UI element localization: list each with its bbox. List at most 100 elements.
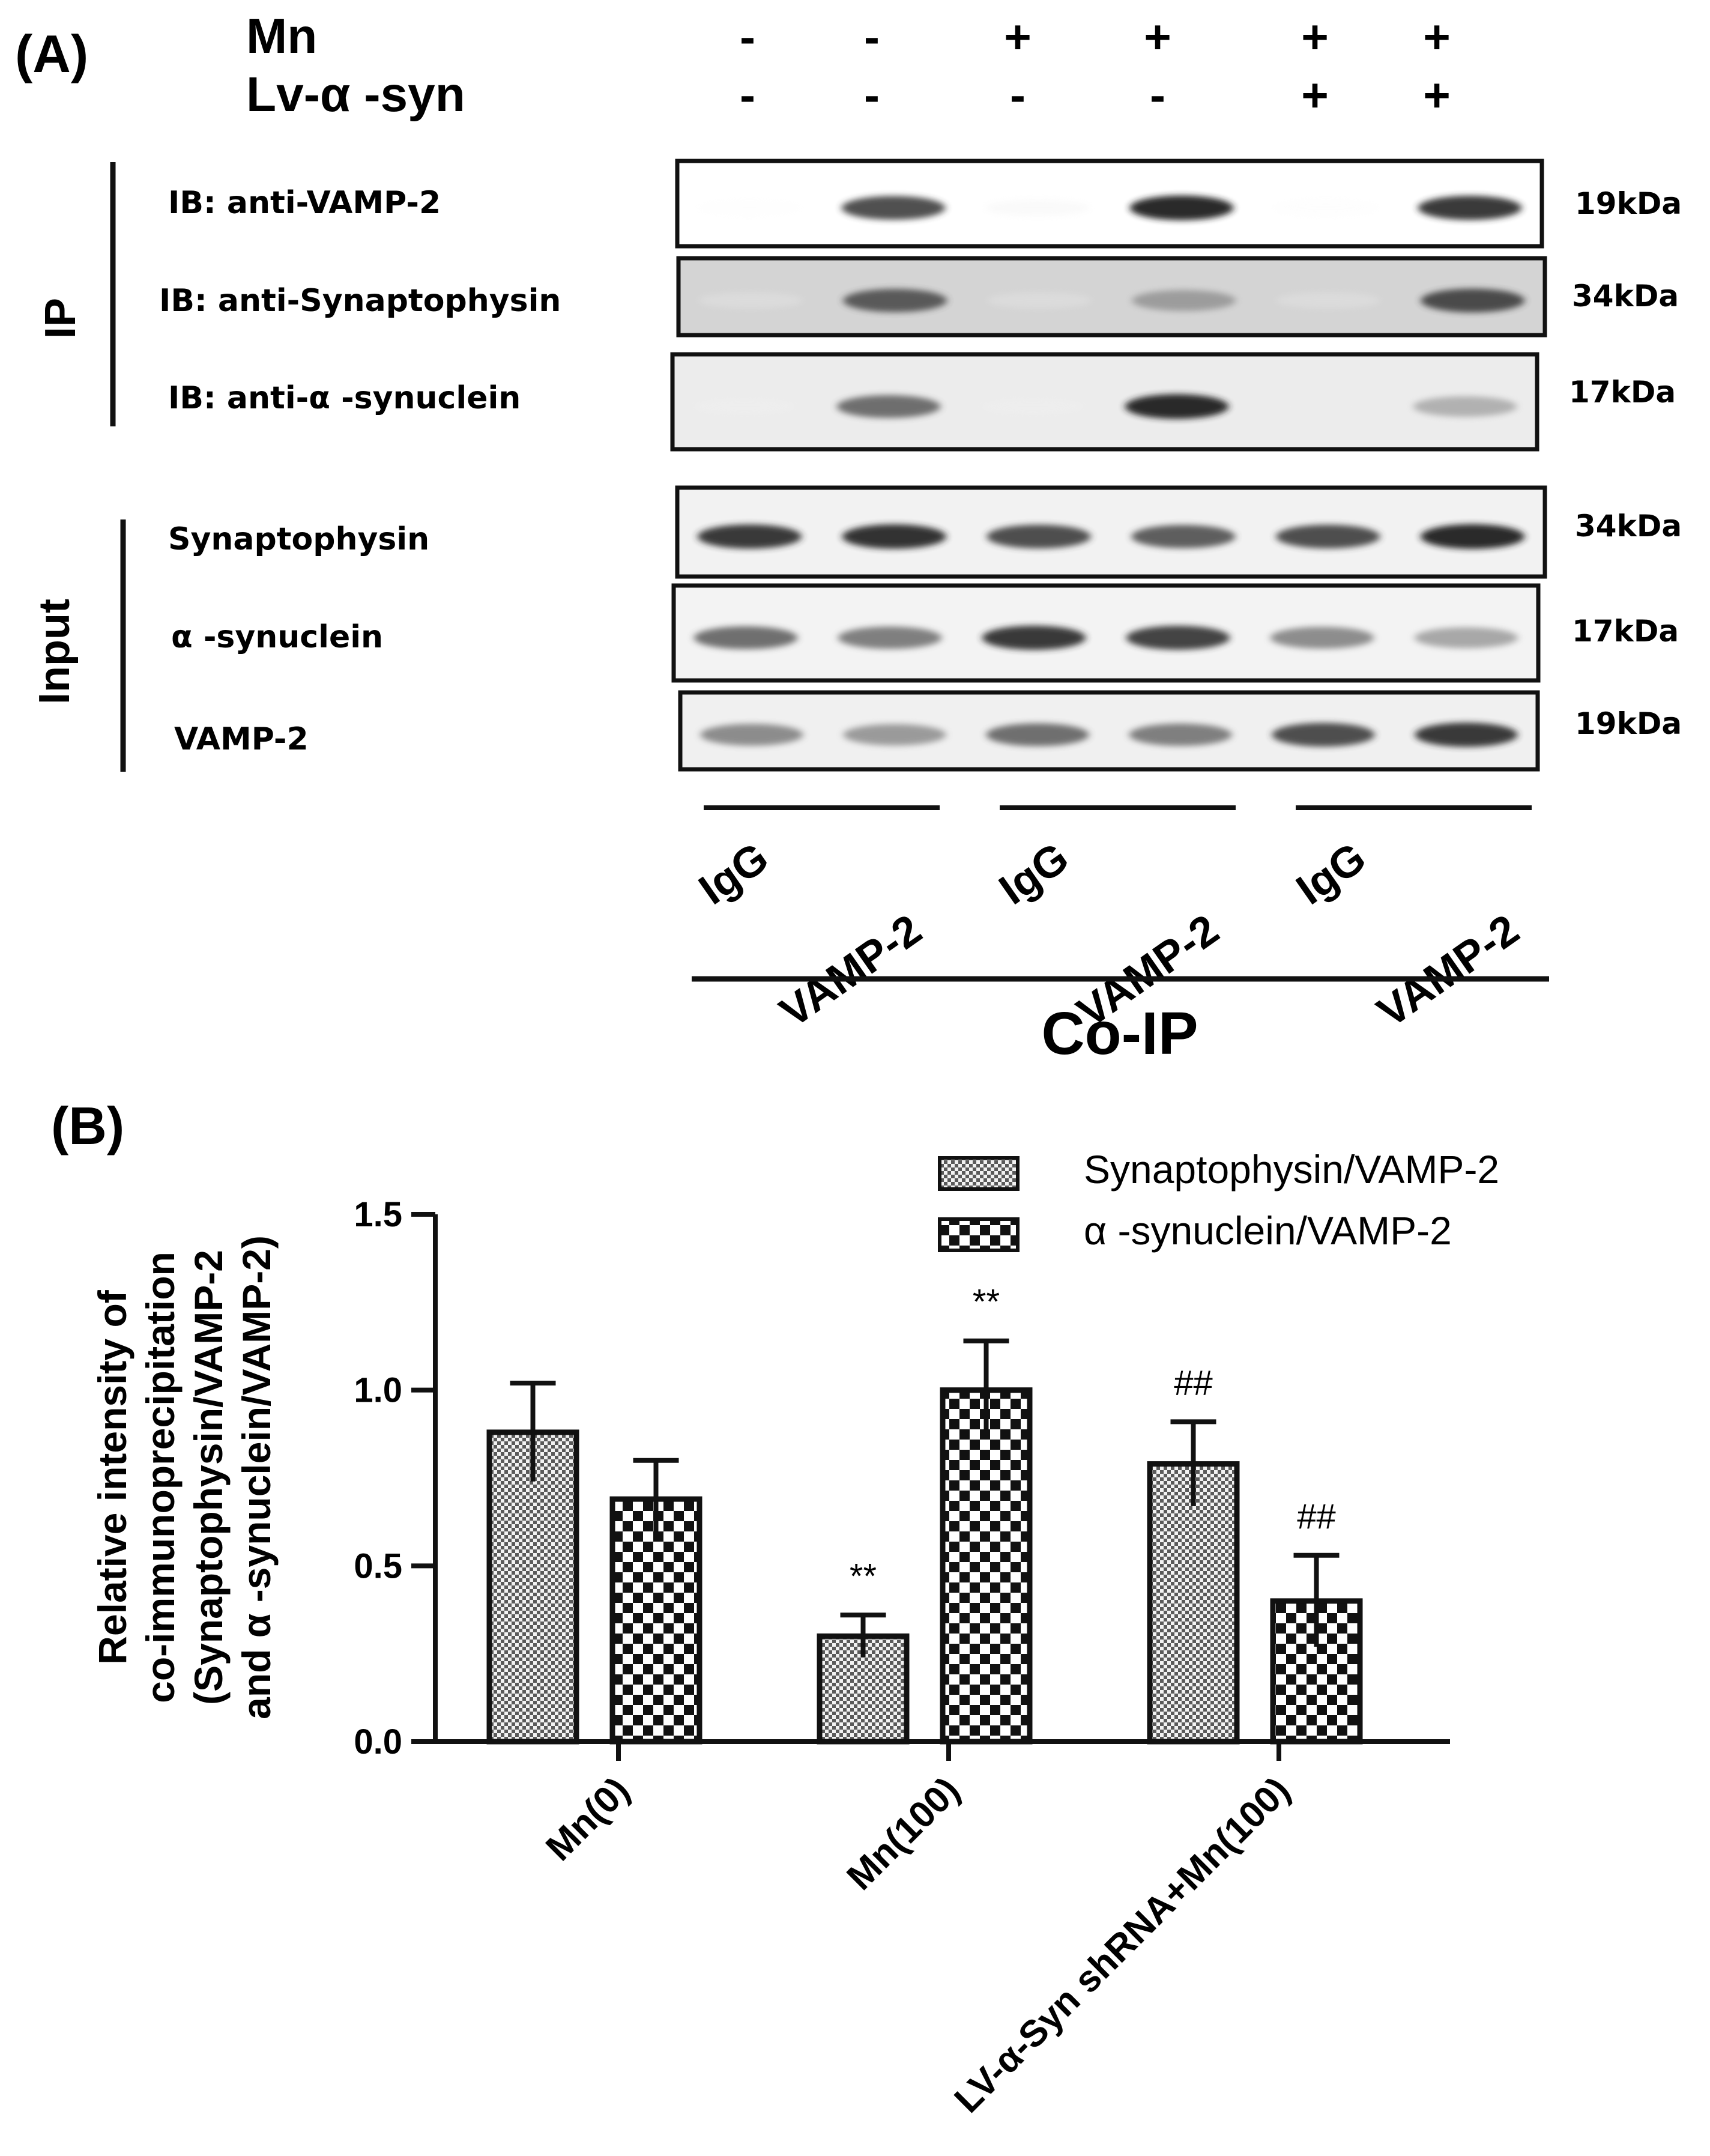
blot-band: [692, 398, 797, 415]
y-tick-label: 1.0: [354, 1371, 402, 1410]
panel-a: (A) Mn - - + + + +Lv-α -syn - - - - + + IP Input IB:…: [15, 9, 1682, 1067]
blot-band: [986, 524, 1091, 549]
blot-band: [1414, 627, 1518, 649]
treatment-sign: +: [1301, 68, 1329, 121]
blot-rows: IB: anti-VAMP-2 19kDa IB: anti-Synaptophys…: [159, 159, 1682, 772]
lane-label: VAMP-2: [1369, 906, 1527, 1037]
y-tick-label: 0.5: [354, 1546, 402, 1585]
lane-label: IgG: [1288, 834, 1374, 914]
coip-label: Co-IP: [1041, 1000, 1198, 1067]
treatment-table: Mn - - + + + +Lv-α -syn - - - - + +: [246, 9, 1451, 122]
treatment-sign: +: [1144, 10, 1171, 63]
treatment-sign: -: [1010, 68, 1026, 121]
blot-band: [1418, 195, 1522, 220]
blot-band: [1276, 292, 1380, 309]
blot-band: [1421, 288, 1525, 313]
blot-band: [843, 289, 947, 312]
blot-frame: [670, 352, 1539, 452]
panel-a-label: (A): [15, 24, 88, 83]
treatment-sign: +: [1004, 10, 1032, 63]
treatment-name-2: Lv-α -syn: [246, 67, 465, 122]
blot-frame: [675, 159, 1544, 249]
blot-band: [697, 199, 802, 216]
lane-label: IgG: [991, 834, 1077, 914]
blot-band: [842, 524, 946, 549]
treatment-sign: -: [740, 68, 755, 121]
y-axis-title-line: co-immunoprecipitation: [138, 1252, 183, 1703]
y-axis-title-line: and α -synuclein/VAMP-2): [234, 1235, 279, 1719]
lane-label: IgG: [690, 834, 777, 914]
legend-swatch: [938, 1217, 1020, 1252]
panel-b-label: (B): [51, 1096, 124, 1155]
treatment-sign: -: [864, 68, 880, 121]
treatment-sign: +: [1301, 10, 1329, 63]
blot-band: [1126, 625, 1230, 650]
blot-band: [693, 626, 798, 649]
blot-frame: [675, 485, 1547, 579]
blot-band: [1420, 524, 1525, 550]
legend-swatch: [938, 1156, 1020, 1191]
blot-band: [1125, 394, 1229, 419]
blot-band: [836, 395, 941, 418]
significance-marker: ##: [1174, 1363, 1213, 1402]
blot-band: [697, 524, 802, 549]
treatment-sign: +: [1423, 10, 1451, 63]
ip-group-label: IP: [37, 298, 85, 339]
blot-band: [986, 723, 1089, 746]
blot-row-label: α -synuclein: [171, 619, 383, 655]
kda-label: 19kDa: [1575, 186, 1682, 221]
kda-label: 17kDa: [1569, 375, 1676, 410]
blot-row-label: IB: anti-α -synuclein: [168, 380, 521, 416]
y-axis-title-line: Relative intensity of: [90, 1289, 134, 1665]
blot-band: [838, 626, 942, 649]
blot-frame: [671, 583, 1541, 683]
y-tick-label: 0.0: [354, 1722, 402, 1761]
kda-label: 17kDa: [1572, 614, 1679, 649]
significance-marker: **: [973, 1283, 1000, 1322]
blot-row-label: IB: anti-VAMP-2: [168, 185, 441, 221]
blot-band: [698, 292, 803, 309]
significance-marker: ##: [1297, 1497, 1336, 1536]
blot-band: [1132, 290, 1236, 311]
legend-label: Synaptophysin/VAMP-2: [1084, 1147, 1499, 1192]
y-tick-label: 1.5: [354, 1195, 402, 1234]
blot-row-label: Synaptophysin: [168, 521, 429, 557]
blot-row-label: VAMP-2: [174, 721, 309, 757]
blot-band: [980, 398, 1085, 415]
blot-band: [1131, 525, 1236, 548]
blot-band: [1270, 626, 1374, 649]
blot-row-label: IB: anti-Synaptophysin: [159, 283, 561, 319]
bar-alpha-synuclein: [940, 1387, 1033, 1745]
treatment-sign: -: [864, 10, 880, 63]
x-category-label: LV-α-Syn shRNA+Mn(100): [947, 1769, 1298, 2121]
bar-synaptophysin: [1147, 1461, 1240, 1745]
blot-frame: [676, 256, 1547, 338]
legend-label: α -synuclein/VAMP-2: [1084, 1208, 1452, 1253]
blot-frame: [678, 690, 1540, 772]
panel-b: (B) 0.0 0.5 1.0 1.5 Relative intensity of co-…: [51, 1096, 1499, 2121]
treatment-sign: -: [740, 10, 755, 63]
blot-band: [982, 625, 1086, 650]
bar-alpha-synuclein: [609, 1496, 702, 1745]
blot-band: [1269, 398, 1373, 415]
blot-band: [987, 292, 1092, 309]
y-axis-title-line: (Synaptophysin/VAMP-2: [186, 1250, 231, 1705]
lane-label: VAMP-2: [772, 906, 930, 1037]
blot-band: [1273, 199, 1378, 216]
blot-band: [1415, 722, 1518, 747]
blot-band: [843, 724, 946, 746]
kda-label: 34kDa: [1572, 279, 1679, 313]
treatment-name-1: Mn: [246, 9, 317, 64]
blot-band: [841, 196, 946, 220]
blot-band: [1272, 722, 1375, 747]
x-category-label: Mn(0): [538, 1769, 638, 1869]
significance-marker: **: [850, 1557, 877, 1596]
blot-band: [985, 199, 1090, 216]
x-category-label: Mn(100): [839, 1769, 967, 1898]
treatment-sign: -: [1150, 68, 1165, 121]
blot-band: [1129, 195, 1234, 220]
bar-chart: 0.0 0.5 1.0 1.5 Relative intensity of co-immu…: [90, 1147, 1499, 2121]
kda-label: 19kDa: [1575, 706, 1682, 741]
blot-band: [1129, 723, 1232, 746]
